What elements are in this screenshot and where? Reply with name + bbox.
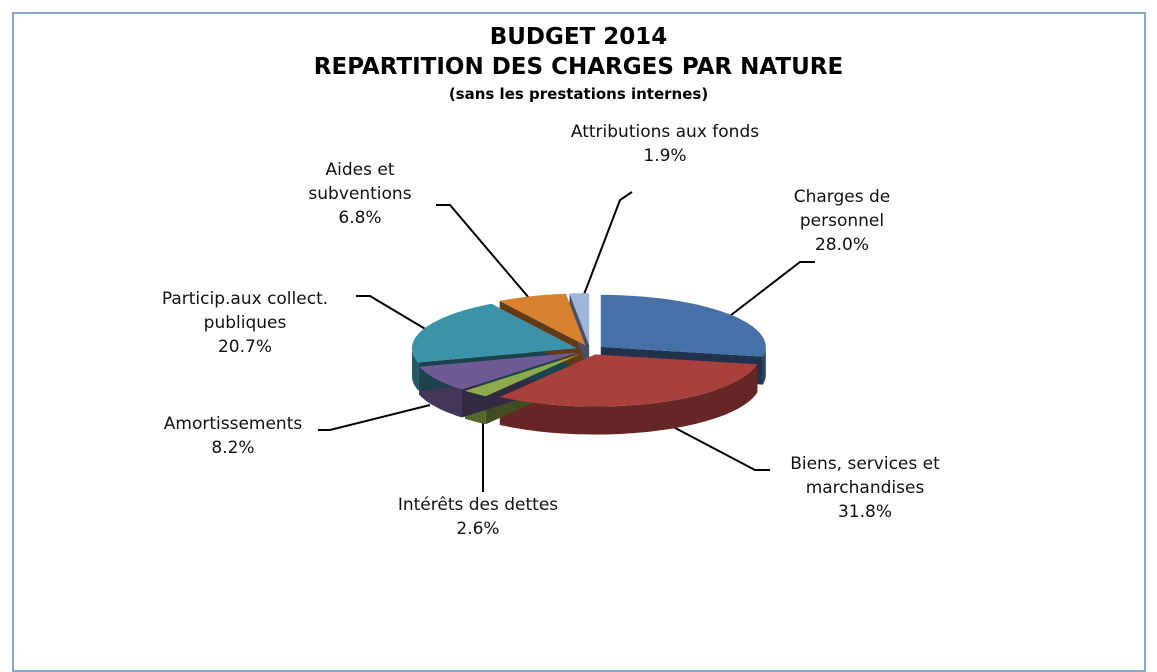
data-label: Attributions aux fonds 1.9% (570, 120, 760, 168)
slice (419, 352, 578, 390)
category-label: Charges de personnel (793, 187, 891, 231)
leader-line (436, 204, 536, 306)
value-label: 31.8% (837, 502, 892, 522)
slice (499, 293, 586, 346)
data-label: Biens, services et marchandises 31.8% (765, 452, 965, 524)
slice (569, 293, 590, 346)
chart-title: REPARTITION DES CHARGES PAR NATURE (313, 54, 844, 80)
value-label: 1.9% (643, 146, 687, 166)
data-label: Aides et subventions 6.8% (295, 158, 425, 230)
slice (465, 353, 581, 397)
value-label: 20.7% (217, 337, 272, 357)
value-label: 28.0% (814, 235, 869, 255)
data-label: Charges de personnel 28.0% (767, 185, 917, 257)
data-label: Amortissements 8.2% (133, 412, 333, 460)
category-label: Amortissements (163, 414, 303, 434)
slice (412, 303, 577, 363)
leader-line (318, 404, 431, 431)
leader-line (721, 261, 815, 323)
slice-side (412, 348, 419, 391)
category-label: Biens, services et marchandises (790, 454, 940, 498)
category-label: Aides et subventions (308, 160, 412, 204)
slice (499, 354, 758, 407)
value-label: 2.6% (456, 519, 500, 539)
leader-line (356, 295, 433, 334)
chart-title: BUDGET 2014 (489, 24, 668, 50)
category-label: Particip.aux collect. publiques (161, 289, 329, 333)
value-label: 6.8% (338, 208, 382, 228)
value-label: 8.2% (211, 438, 255, 458)
leader-line (659, 419, 770, 471)
slice-side (499, 364, 758, 435)
category-label: Attributions aux fonds (570, 122, 760, 142)
slice-side (762, 346, 766, 385)
leader-lines (318, 191, 815, 492)
category-label: Intérêts des dettes (397, 495, 559, 515)
leader-line (579, 191, 633, 306)
data-label: Particip.aux collect. publiques 20.7% (125, 287, 365, 359)
data-label: Intérêts des dettes 2.6% (368, 493, 588, 541)
chart-subtitle: (sans les prestations internes) (448, 85, 709, 103)
slice (600, 294, 766, 357)
